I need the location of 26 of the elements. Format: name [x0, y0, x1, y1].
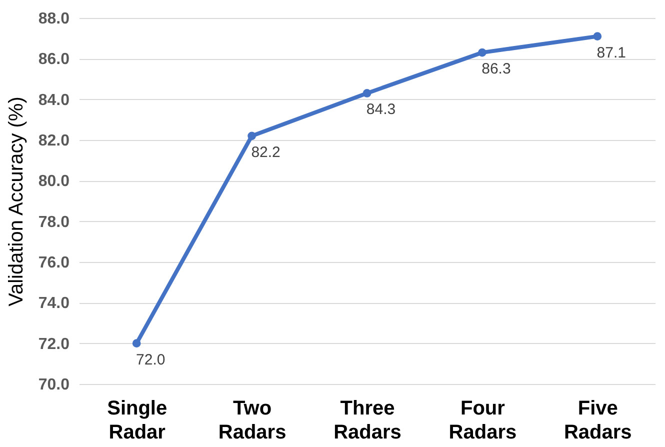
- y-tick-label: 84.0: [38, 92, 70, 109]
- y-tick-label: 82.0: [38, 132, 70, 150]
- x-tick-label: Five Radars: [564, 398, 632, 444]
- data-label: 84.3: [366, 101, 396, 118]
- data-label: 72.0: [136, 351, 166, 368]
- x-tick-label: Four Radars: [448, 398, 517, 444]
- x-tick-label: Three Radars: [334, 398, 402, 444]
- x-tick-label: Two Radars: [218, 398, 286, 444]
- y-tick-label: 72.0: [38, 336, 70, 353]
- y-tick-label: 74.0: [38, 295, 70, 312]
- point: [478, 48, 486, 57]
- data-label: 87.1: [596, 44, 626, 62]
- y-tick-label: 76.0: [38, 254, 70, 272]
- point: [132, 339, 141, 348]
- point: [593, 32, 602, 40]
- y-tick-label: 78.0: [38, 214, 70, 231]
- point: [248, 132, 256, 140]
- y-tick-label: 86.0: [38, 51, 70, 68]
- y-tick-label: 70.0: [38, 376, 70, 394]
- data-label: 82.2: [251, 144, 280, 161]
- y-axis-title: Validation Accuracy (%): [5, 96, 28, 306]
- point: [362, 89, 372, 98]
- data-label: 86.3: [482, 60, 511, 78]
- x-tick-label: Single Radar: [107, 398, 168, 444]
- y-tick-label: 88.0: [38, 10, 70, 28]
- y-tick-label: 80.0: [38, 173, 70, 190]
